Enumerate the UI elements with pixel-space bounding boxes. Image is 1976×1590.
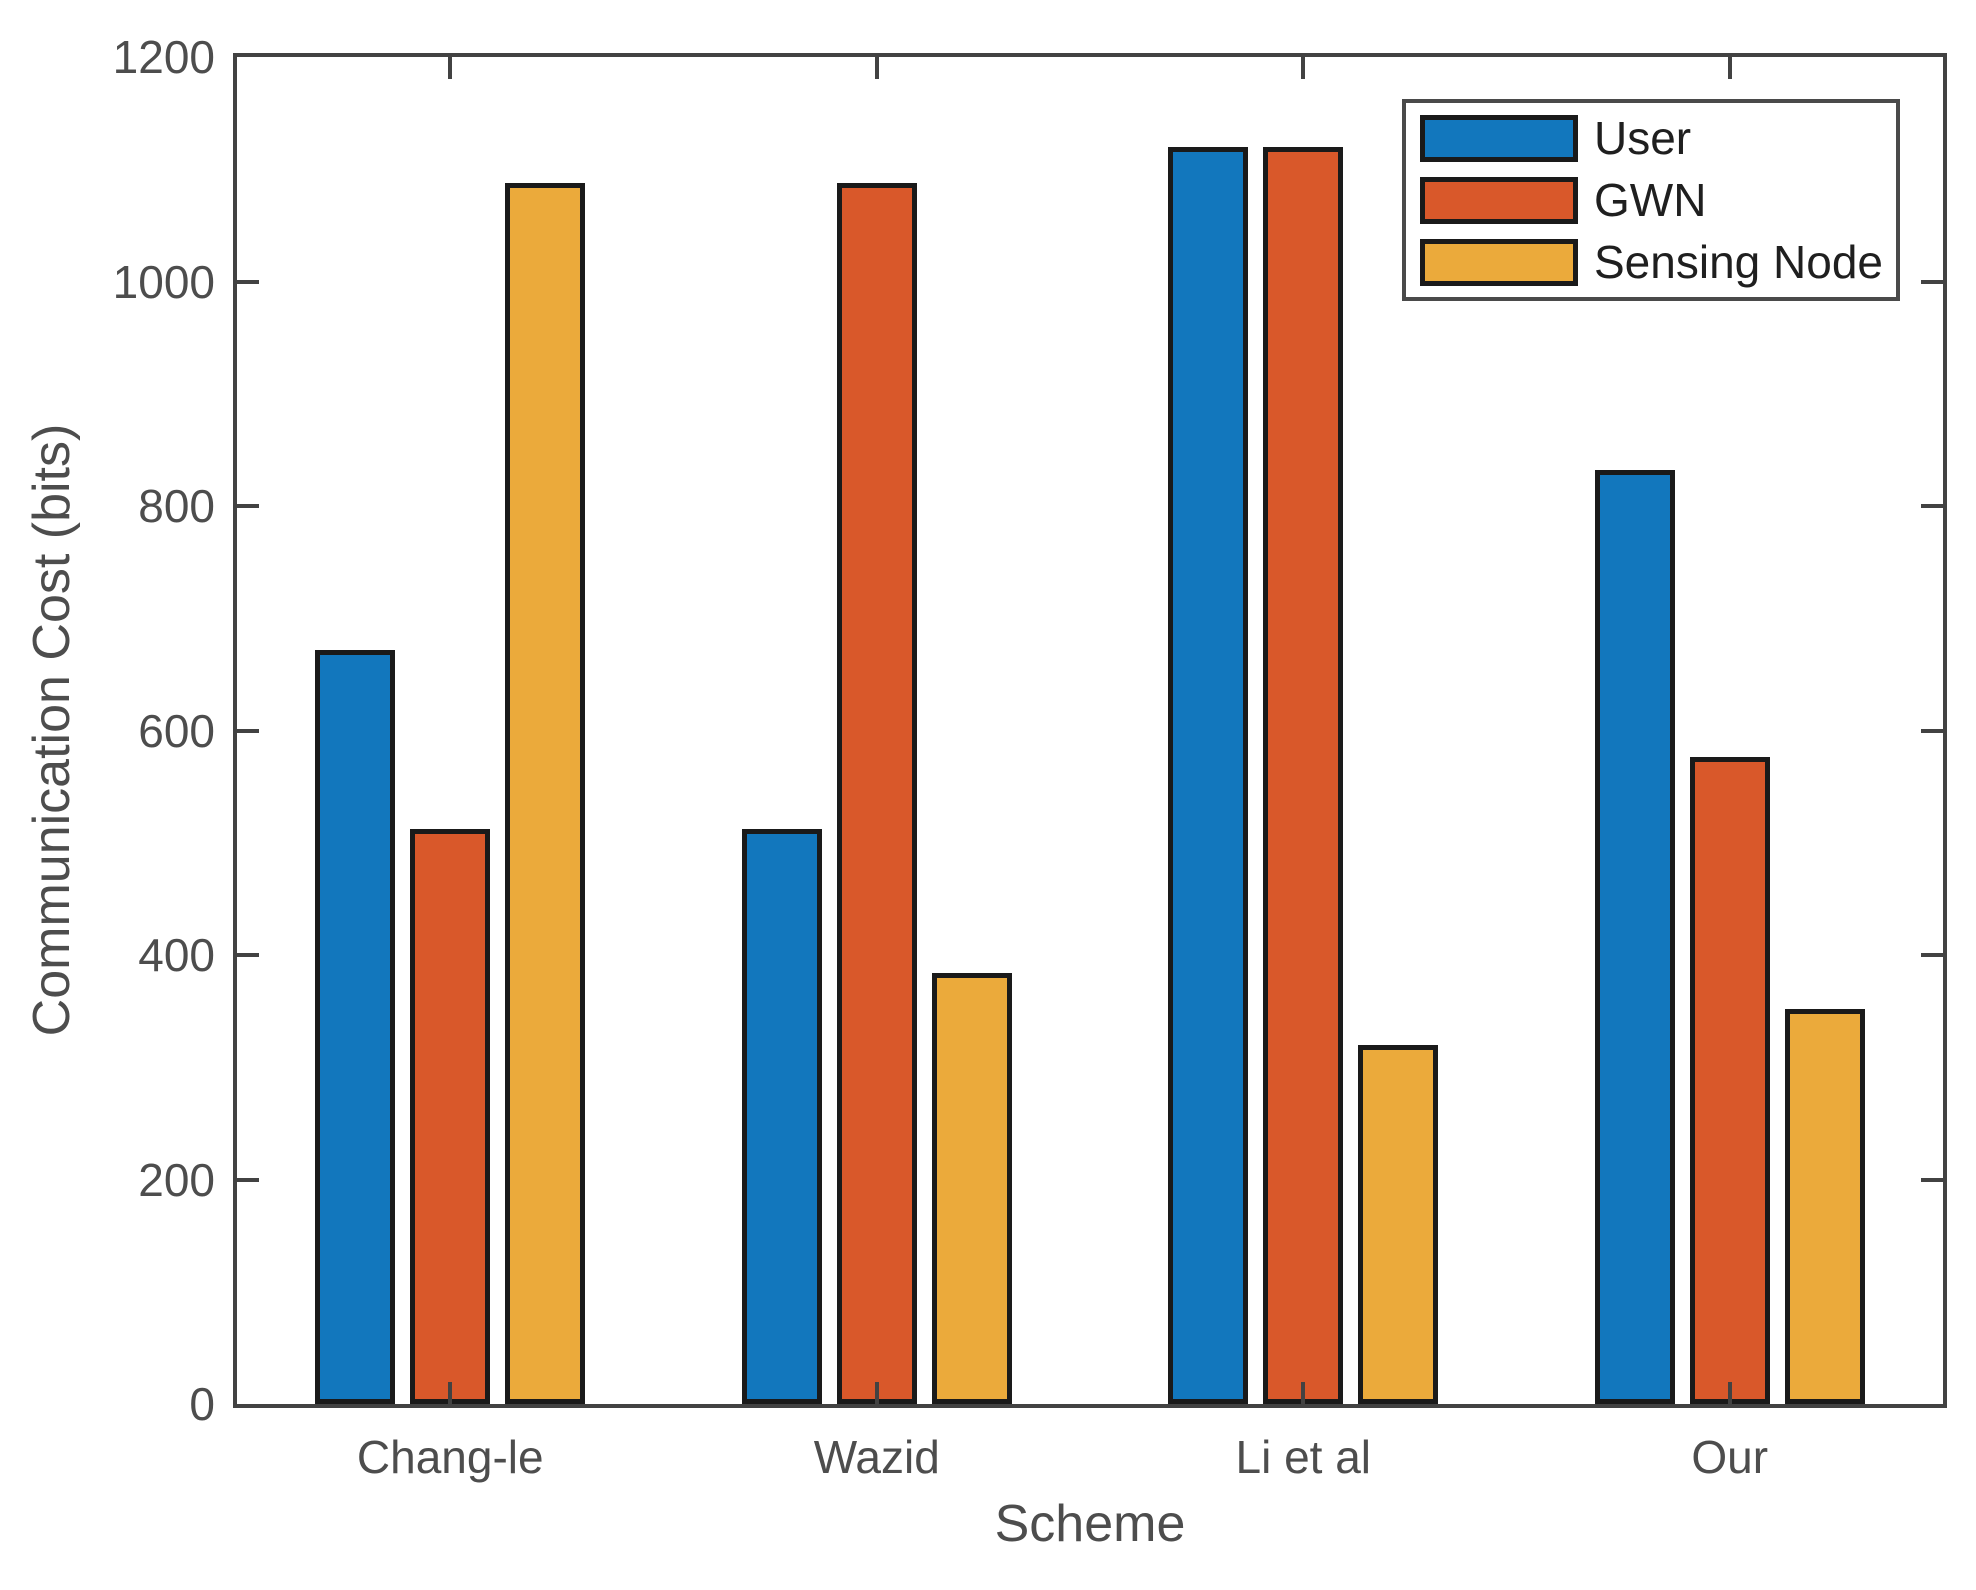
y-tick-label: 600 xyxy=(138,704,215,757)
legend-label-user: User xyxy=(1594,112,1692,164)
bar-sensing-node-wazid xyxy=(931,972,1012,1404)
legend-row-gwn: GWN xyxy=(1420,177,1882,224)
bar-sensing-node-chang-le xyxy=(505,182,586,1404)
x-tick-mark xyxy=(1301,57,1306,79)
bar-gwn-chang-le xyxy=(410,829,491,1404)
y-tick-label: 200 xyxy=(138,1153,215,1206)
y-tick-mark xyxy=(237,728,259,733)
bar-gwn-li-et-al xyxy=(1263,146,1344,1404)
y-tick-label: 1200 xyxy=(112,31,215,83)
bar-sensing-node-our xyxy=(1784,1008,1865,1404)
y-tick-mark xyxy=(237,279,259,284)
bar-sensing-node-li-et-al xyxy=(1358,1044,1439,1404)
x-tick-mark xyxy=(874,1382,879,1404)
legend-swatch-user xyxy=(1420,115,1578,162)
y-tick-mark xyxy=(1921,279,1943,284)
bar-user-li-et-al xyxy=(1168,146,1249,1404)
legend-swatch-gwn xyxy=(1420,177,1578,224)
x-tick-label-li-et-al: Li et al xyxy=(1235,1431,1372,1483)
bar-gwn-our xyxy=(1689,757,1770,1404)
legend-label-sensing-node: Sensing Node xyxy=(1594,236,1883,288)
legend-swatch-sensing-node xyxy=(1420,239,1578,286)
y-tick-label: 800 xyxy=(138,480,215,532)
x-tick-mark xyxy=(1727,1382,1732,1404)
x-tick-mark xyxy=(448,57,453,79)
bar-gwn-wazid xyxy=(836,182,917,1404)
legend-row-user: User xyxy=(1420,115,1882,162)
y-tick-mark xyxy=(1921,1177,1943,1182)
y-tick-label: 400 xyxy=(138,929,215,981)
bar-user-wazid xyxy=(741,829,822,1404)
x-tick-label-our: Our xyxy=(1691,1431,1769,1483)
bar-user-chang-le xyxy=(315,649,396,1404)
x-axis-label: Scheme xyxy=(994,1495,1186,1553)
y-tick-mark xyxy=(237,1177,259,1182)
y-tick-label: 1000 xyxy=(112,255,215,308)
legend: User GWN Sensing Node xyxy=(1402,99,1900,301)
y-tick-mark xyxy=(237,953,259,957)
y-tick-mark xyxy=(1921,728,1943,733)
y-tick-mark xyxy=(1921,953,1943,957)
plot-area: User GWN Sensing Node xyxy=(233,53,1947,1408)
y-tick-mark xyxy=(237,504,259,508)
legend-row-sensing-node: Sensing Node xyxy=(1420,236,1883,288)
y-tick-label: 0 xyxy=(189,1378,215,1430)
x-tick-mark xyxy=(1301,1382,1306,1404)
x-tick-mark xyxy=(1727,57,1732,79)
x-tick-label-chang-le: Chang-le xyxy=(356,1431,544,1483)
y-tick-mark xyxy=(1921,504,1943,508)
legend-label-gwn: GWN xyxy=(1594,174,1707,226)
x-tick-label-wazid: Wazid xyxy=(813,1431,940,1483)
bar-user-our xyxy=(1594,470,1675,1404)
x-tick-mark xyxy=(874,57,879,79)
x-tick-mark xyxy=(448,1382,453,1404)
